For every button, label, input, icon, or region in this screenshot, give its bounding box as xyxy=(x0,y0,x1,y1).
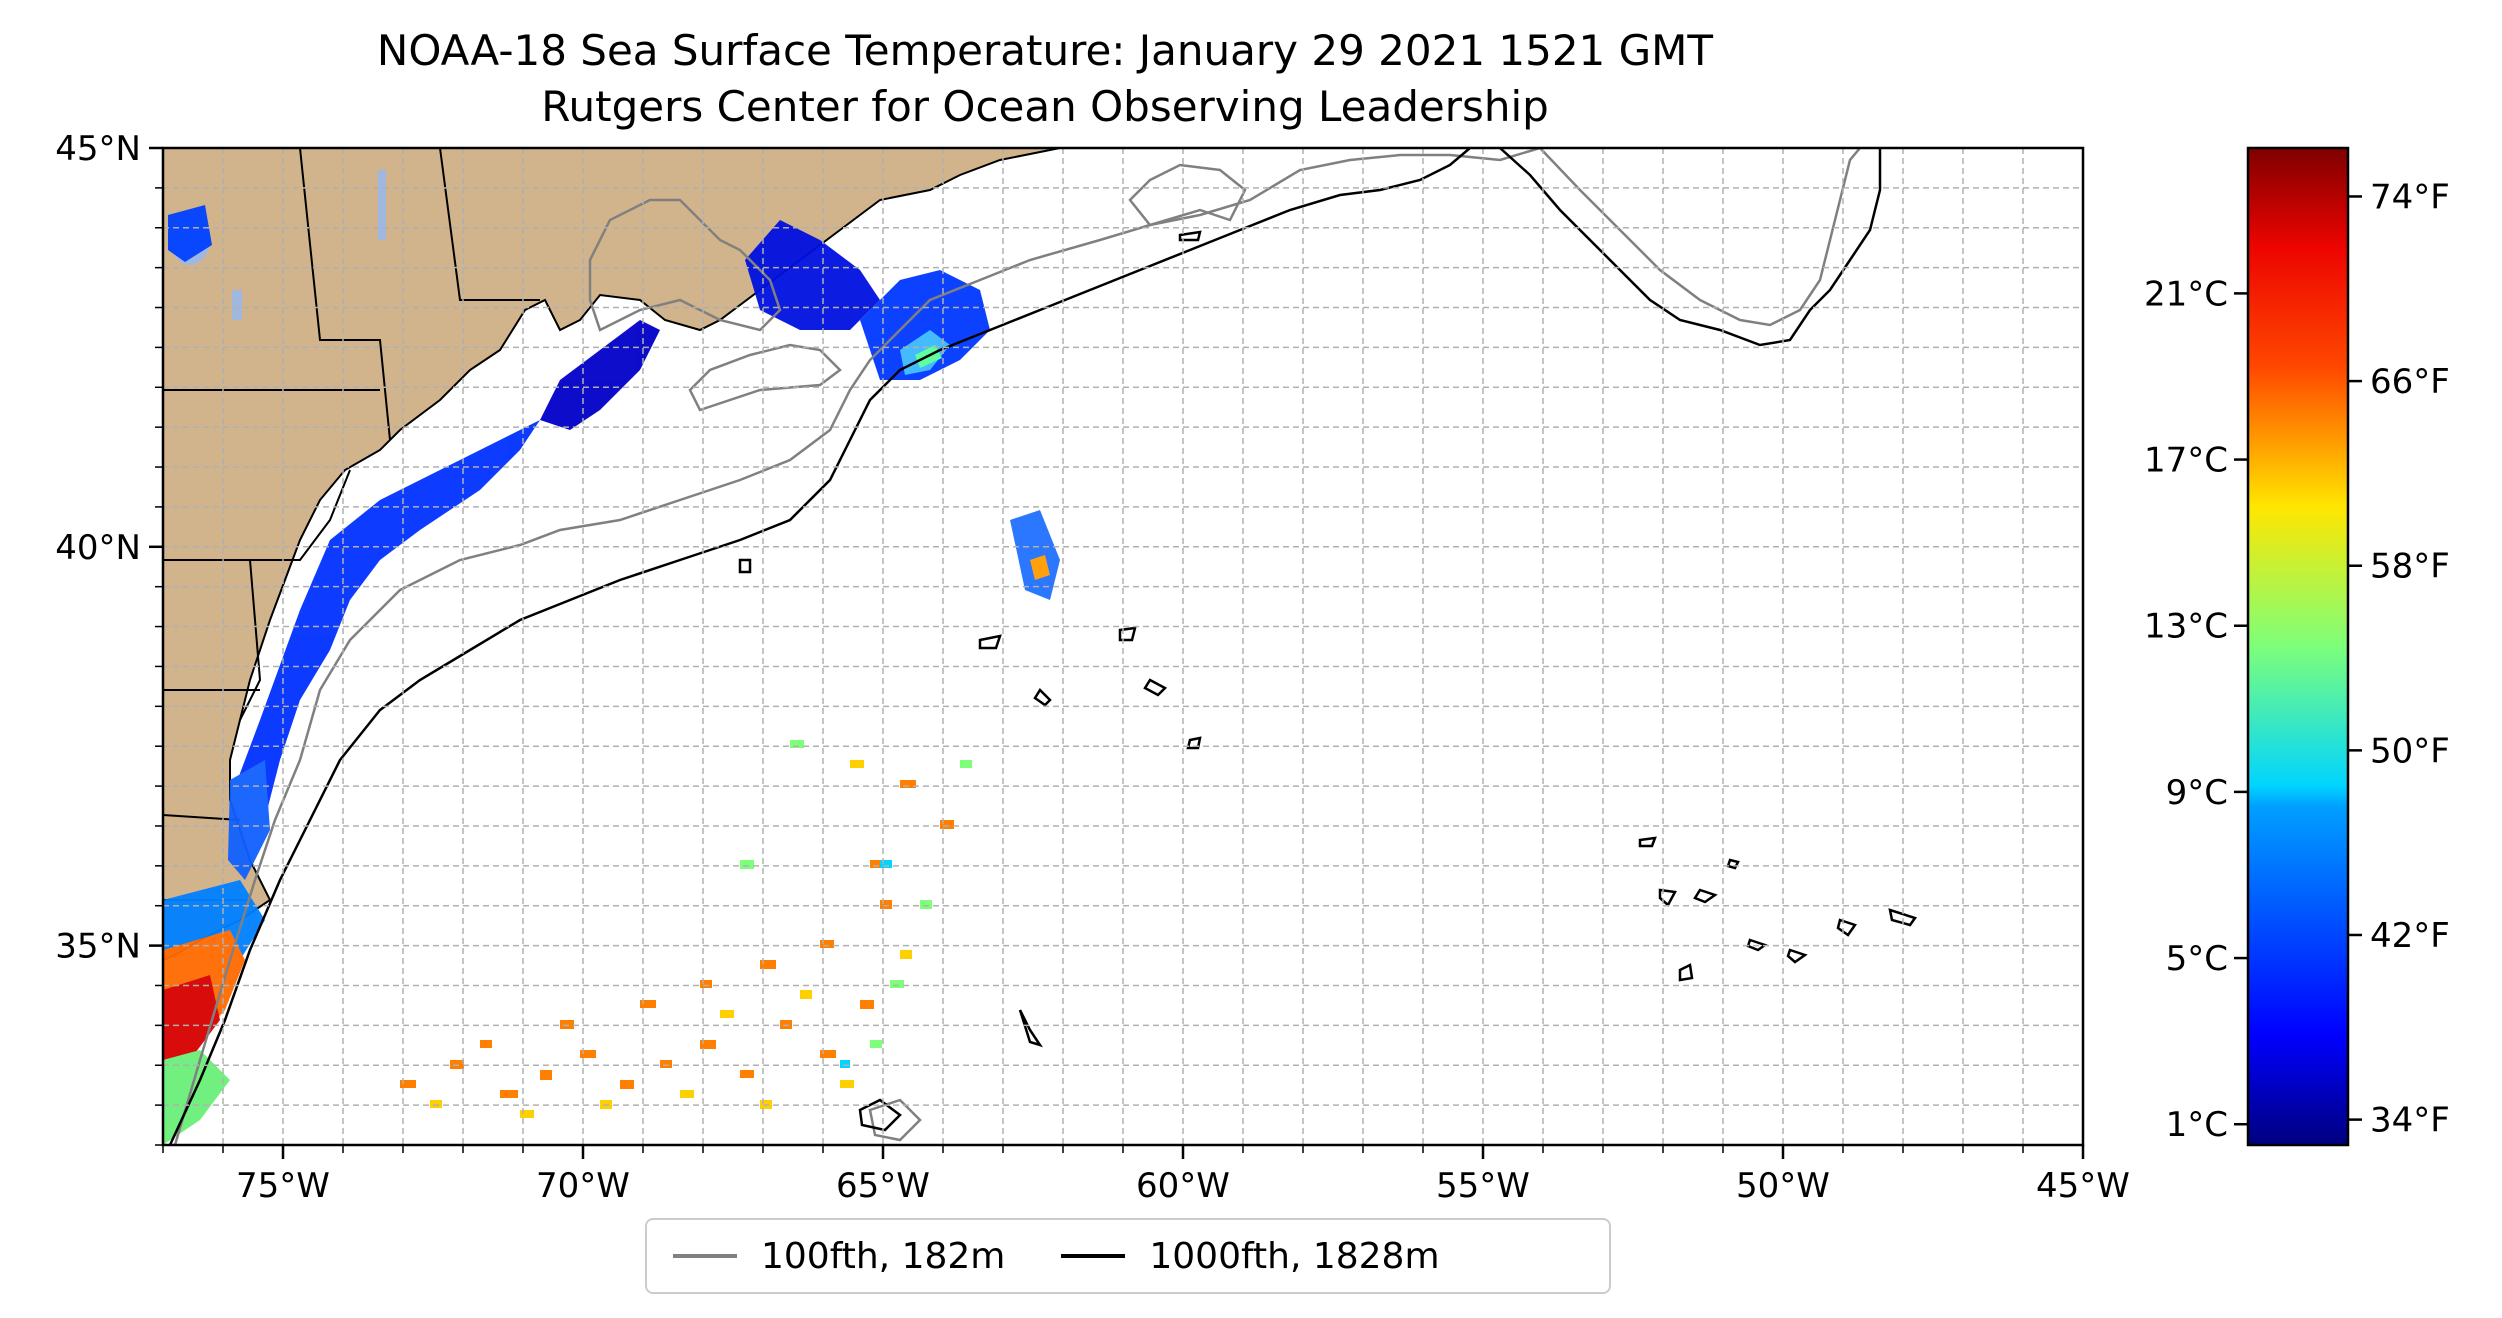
map-axis-ticks xyxy=(149,146,2085,1159)
lat-tick-label: 40°N xyxy=(55,528,141,568)
colorbar-label-c: 9°C xyxy=(2166,773,2228,813)
colorbar-label-f: 34°F xyxy=(2370,1101,2450,1141)
colorbar-label-f: 66°F xyxy=(2370,362,2450,402)
colorbar-label-c: 5°C xyxy=(2166,939,2228,979)
colorbar-label-f: 50°F xyxy=(2370,731,2450,771)
land-north-america xyxy=(163,148,1061,962)
colorbar-label-f: 74°F xyxy=(2370,177,2450,217)
legend-swatch-1000fth xyxy=(1061,1254,1126,1258)
lon-tick-label: 50°W xyxy=(1736,1166,1830,1206)
legend-label-1000fth: 1000fth, 1828m xyxy=(1149,1235,1440,1277)
lon-tick-label: 75°W xyxy=(236,1166,330,1206)
legend-label-100fth: 100fth, 182m xyxy=(761,1235,1006,1277)
colorbar-label-c: 21°C xyxy=(2144,274,2228,314)
lon-tick-label: 60°W xyxy=(1136,1166,1230,1206)
sst-offshore-warm xyxy=(400,740,972,1118)
map-title: NOAA-18 Sea Surface Temperature: January… xyxy=(376,26,1714,75)
isobath-100fth xyxy=(173,148,1861,1145)
colorbar-label-c: 13°C xyxy=(2144,607,2228,647)
lat-tick-label: 45°N xyxy=(55,129,141,169)
colorbar xyxy=(2246,146,2350,1147)
isobath-1000fth xyxy=(168,148,1918,1145)
legend-item-100fth: 100fth, 182m xyxy=(673,1236,1005,1277)
lon-tick-label: 65°W xyxy=(836,1166,930,1206)
legend-swatch-100fth xyxy=(673,1254,737,1258)
lat-tick-label: 35°N xyxy=(55,927,141,967)
colorbar-label-c: 1°C xyxy=(2166,1105,2228,1145)
lon-tick-label: 55°W xyxy=(1436,1166,1530,1206)
lon-tick-label: 70°W xyxy=(536,1166,630,1206)
colorbar-label-c: 17°C xyxy=(2144,441,2228,481)
map-area xyxy=(163,148,2083,1145)
colorbar-ticks: 1°C 5°C 9°C 13°C 17°C 21°C 34°F 42°F 50°F 58°F 66°… xyxy=(2144,177,2450,1145)
map-subtitle: Rutgers Center for Ocean Observing Leade… xyxy=(541,82,1549,131)
legend-item-1000fth: 1000fth, 1828m xyxy=(1061,1235,1440,1277)
isobath-legend: 100fth, 182m 1000fth, 1828m xyxy=(645,1218,1611,1294)
colorbar-label-f: 58°F xyxy=(2370,547,2450,587)
lon-tick-label: 45°W xyxy=(2036,1166,2130,1206)
map-axis-labels: 75°W 70°W 65°W 60°W 55°W 50°W 45°W 35°N 40°N 45°N xyxy=(55,129,2130,1206)
colorbar-label-f: 42°F xyxy=(2370,916,2450,956)
graticule xyxy=(163,148,2083,1145)
